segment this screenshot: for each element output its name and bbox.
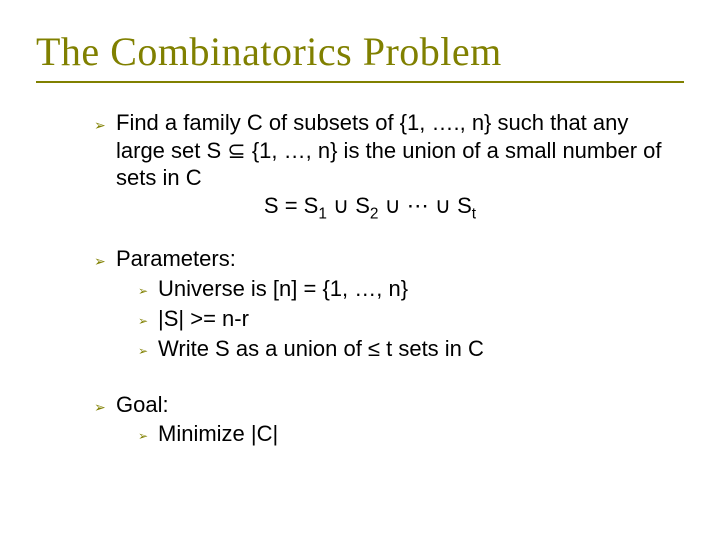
slide-title: The Combinatorics Problem: [36, 28, 684, 75]
sub-list: ➢ Universe is [n] = {1, …, n} ➢ |S| >= n…: [116, 275, 484, 365]
sub-bullet-text: Universe is [n] = {1, …, n}: [158, 275, 408, 304]
bullet-text: Find a family C of subsets of {1, …., n}…: [116, 109, 664, 219]
bullet-item-2: ➢ Parameters: ➢ Universe is [n] = {1, …,…: [94, 245, 664, 365]
bullet-item-3: ➢ Goal: ➢ Minimize |C|: [94, 391, 664, 451]
equation-line: S = S1 ∪ S2 ∪ ⋯ ∪ St: [116, 192, 664, 220]
chevron-right-icon: ➢: [138, 335, 158, 365]
sub-bullet-text: Write S as a union of ≤ t sets in C: [158, 335, 484, 364]
chevron-right-icon: ➢: [94, 245, 116, 275]
bullet-line: Goal:: [116, 392, 169, 417]
bullet-text: Goal: ➢ Minimize |C|: [116, 391, 278, 451]
chevron-right-icon: ➢: [138, 420, 158, 450]
slide: The Combinatorics Problem ➢ Find a famil…: [0, 0, 720, 540]
chevron-right-icon: ➢: [94, 391, 116, 421]
eq-part: ∪ S: [327, 193, 370, 218]
sub-bullet-item: ➢ Universe is [n] = {1, …, n}: [138, 275, 484, 305]
eq-sub: t: [472, 205, 476, 222]
sub-bullet-item: ➢ Minimize |C|: [138, 420, 278, 450]
slide-content: ➢ Find a family C of subsets of {1, …., …: [36, 109, 684, 450]
eq-part: ∪ ⋯ ∪ S: [378, 193, 471, 218]
sub-list: ➢ Minimize |C|: [116, 420, 278, 450]
sub-bullet-item: ➢ Write S as a union of ≤ t sets in C: [138, 335, 484, 365]
sub-bullet-text: Minimize |C|: [158, 420, 278, 449]
chevron-right-icon: ➢: [94, 109, 116, 139]
bullet-text: Parameters: ➢ Universe is [n] = {1, …, n…: [116, 245, 484, 365]
bullet-line: Find a family C of subsets of {1, …., n}…: [116, 110, 662, 190]
chevron-right-icon: ➢: [138, 275, 158, 305]
title-underline: [36, 81, 684, 83]
eq-sub: 1: [318, 205, 327, 222]
bullet-item-1: ➢ Find a family C of subsets of {1, …., …: [94, 109, 664, 219]
chevron-right-icon: ➢: [138, 305, 158, 335]
bullet-line: Parameters:: [116, 246, 236, 271]
sub-bullet-text: |S| >= n-r: [158, 305, 249, 334]
sub-bullet-item: ➢ |S| >= n-r: [138, 305, 484, 335]
eq-part: S = S: [264, 193, 318, 218]
